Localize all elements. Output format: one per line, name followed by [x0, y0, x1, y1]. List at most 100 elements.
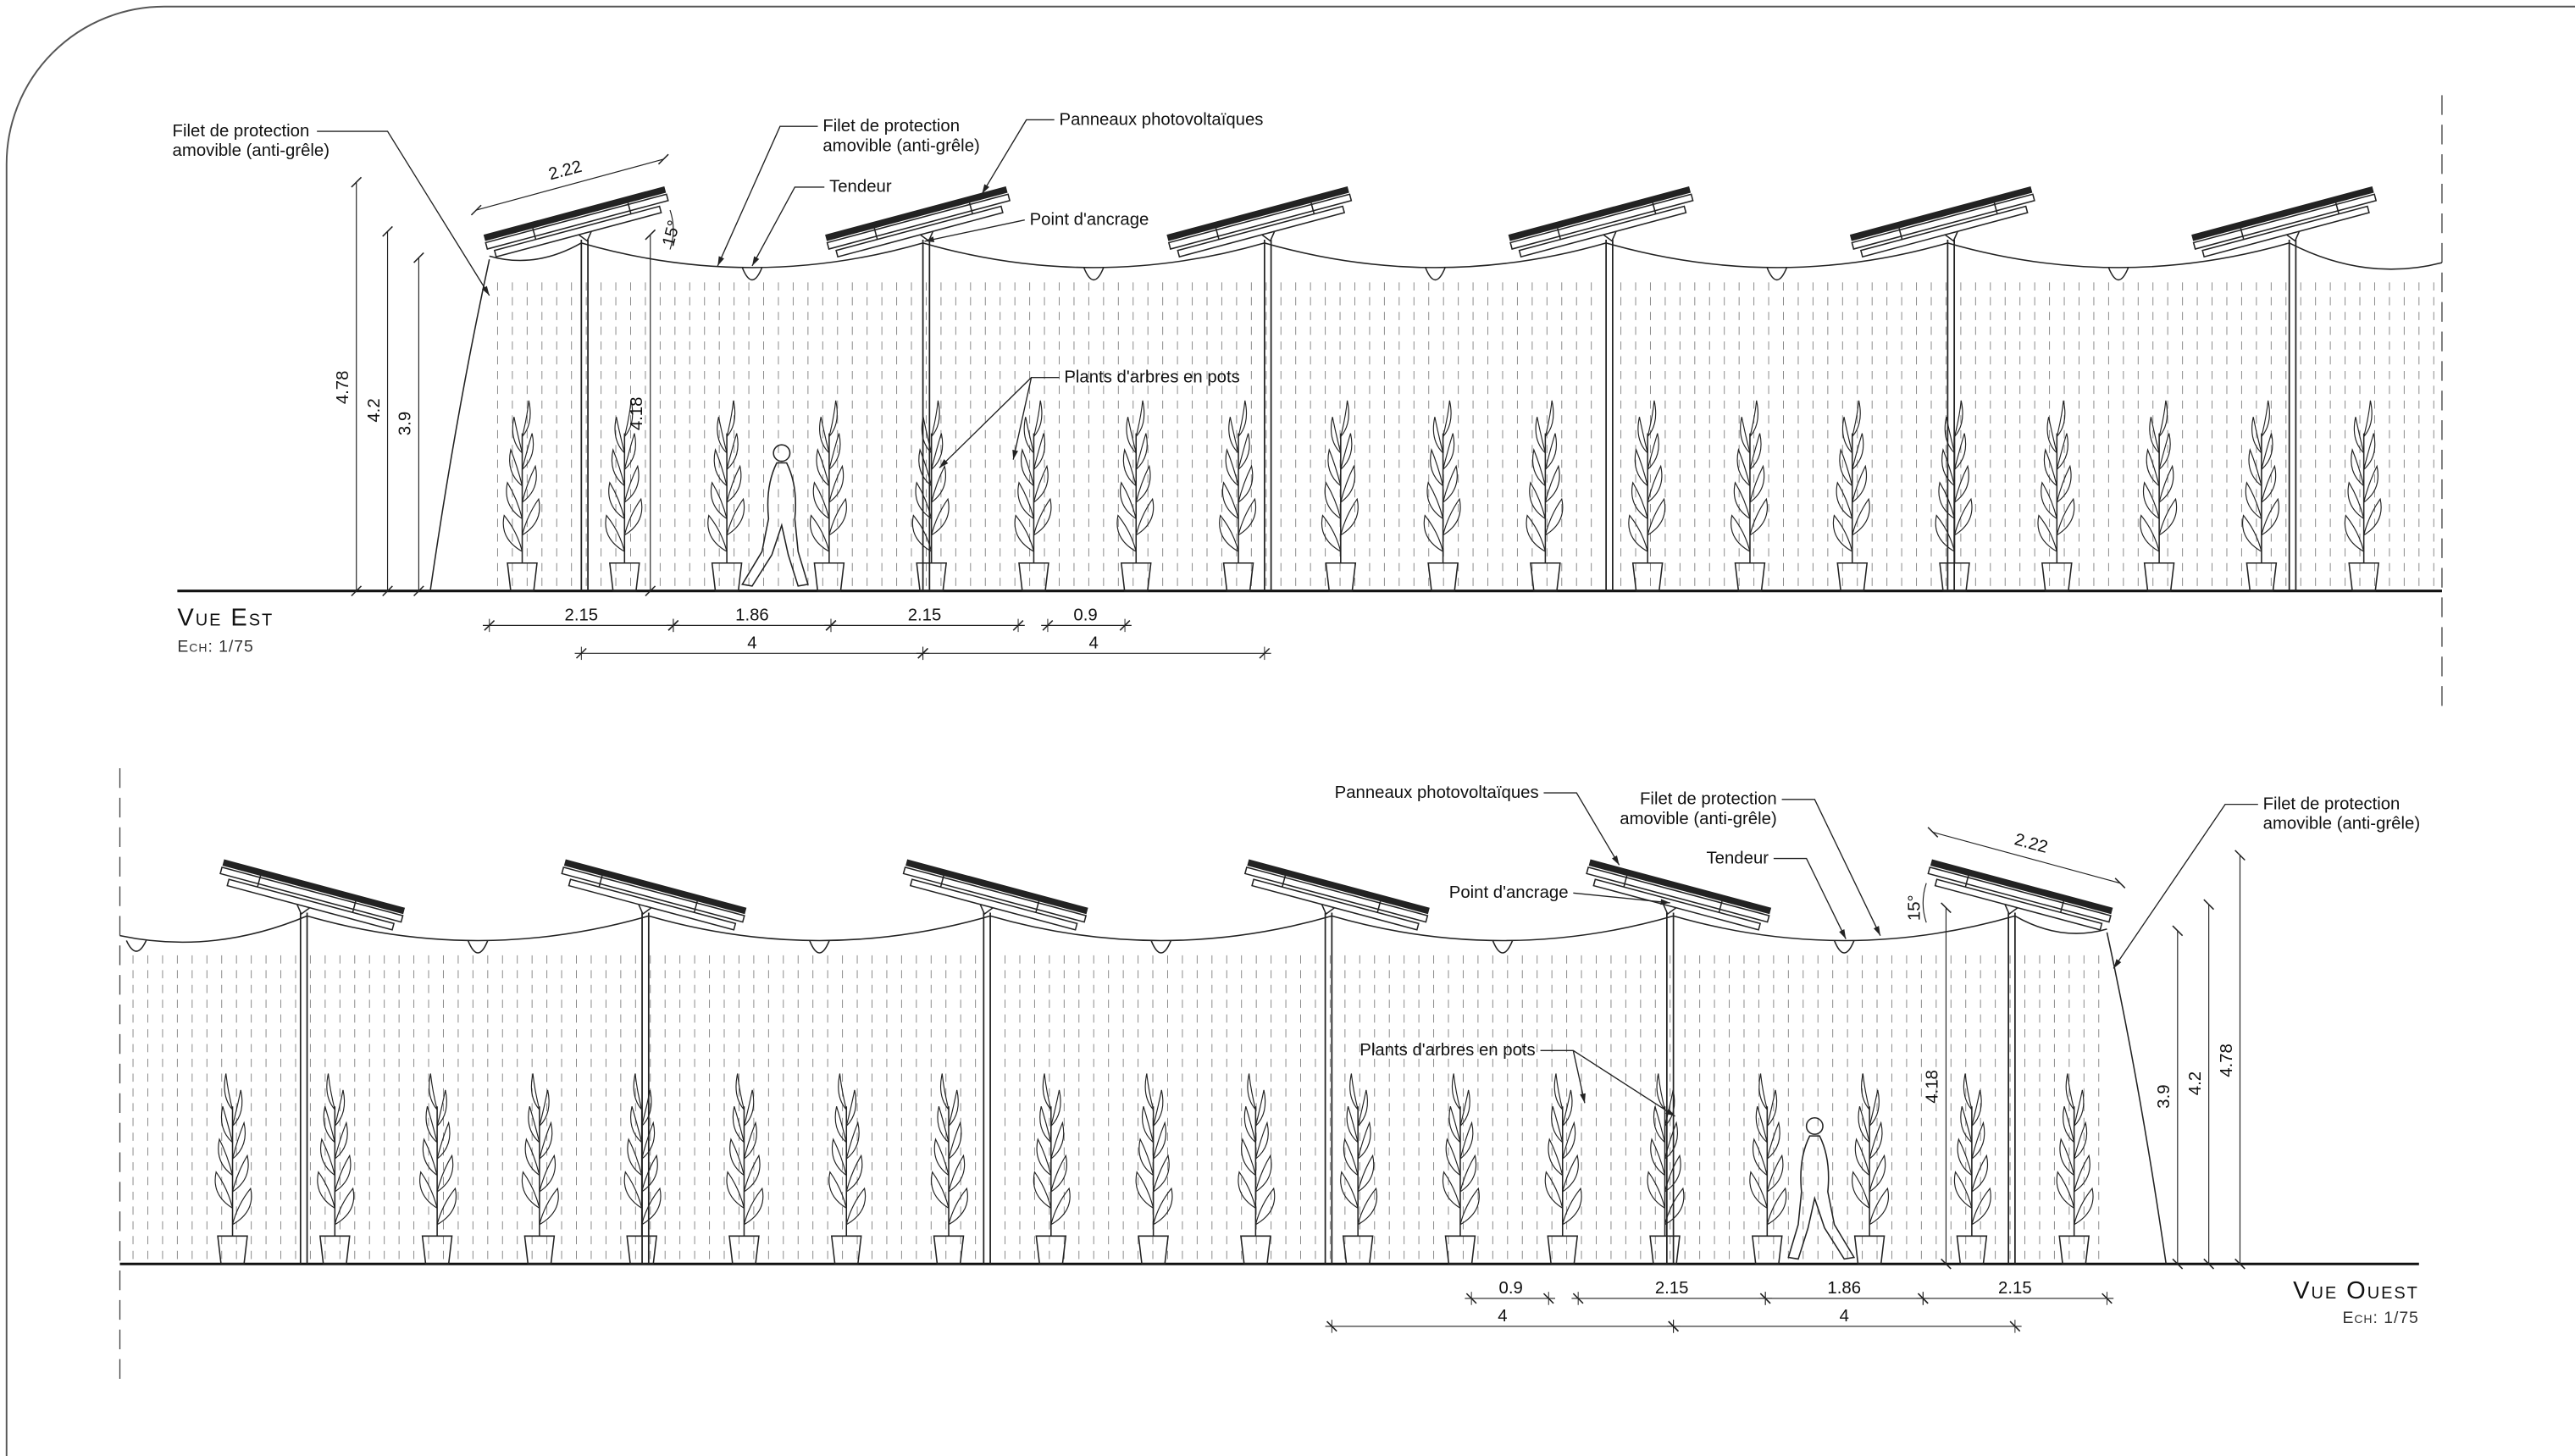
- dim-tick: [382, 585, 393, 597]
- plant-leaf: [1340, 400, 1349, 437]
- plant-leaf: [1971, 1089, 1982, 1127]
- plant-leaf: [1340, 497, 1359, 536]
- plant-pot: [507, 562, 538, 592]
- dim-line: [1932, 832, 2121, 884]
- plant-leaf: [1664, 1154, 1681, 1193]
- plant-leaf: [524, 1138, 540, 1176]
- dimension-label: 4.18: [628, 397, 646, 431]
- plant: [1443, 1073, 1480, 1265]
- panel-module: [1508, 185, 1692, 241]
- plant-leaf: [231, 1187, 252, 1226]
- plant: [726, 1073, 764, 1265]
- plant-leaf: [2363, 497, 2382, 536]
- plant-pot: [728, 1235, 760, 1265]
- plant-leaf: [1346, 1106, 1359, 1143]
- plant-leaf: [1544, 497, 1564, 536]
- plant-leaf: [1135, 464, 1151, 503]
- pv-panel: [1166, 185, 1353, 258]
- leader-line: [1543, 792, 1620, 866]
- dim-tick: [351, 585, 363, 597]
- plant-leaf: [1971, 1187, 1991, 1226]
- plant-leaf: [931, 1171, 950, 1209]
- plant-leaf: [1238, 433, 1250, 470]
- pv-panel: [825, 185, 1011, 258]
- plant: [502, 400, 540, 592]
- panel-frame: [561, 866, 745, 923]
- pv-panel: [1849, 185, 2035, 258]
- plant-leaf: [948, 1187, 968, 1226]
- leader-arrow: [1580, 1093, 1586, 1104]
- plant-pot: [1325, 562, 1357, 592]
- leader-line: [981, 119, 1055, 195]
- plant-leaf: [1653, 1106, 1666, 1143]
- plant-leaf: [1443, 464, 1458, 503]
- plant-leaf: [1647, 400, 1657, 437]
- person-body: [741, 462, 809, 587]
- plant-leaf: [2261, 433, 2273, 470]
- plant-leaf: [1144, 1073, 1155, 1110]
- dim-tick: [2172, 1258, 2184, 1270]
- plant-leaf: [2351, 448, 2365, 487]
- plant-pot: [1342, 1235, 1374, 1265]
- leader-arrow: [1612, 855, 1620, 866]
- leader-arrow: [717, 256, 724, 266]
- annotation-line: Tendeur: [1707, 849, 1769, 867]
- plant-leaf: [429, 1073, 438, 1110]
- plant-leaf: [816, 448, 830, 487]
- net-edge: [429, 259, 490, 591]
- plant-leaf: [1340, 433, 1353, 470]
- plant-leaf: [845, 1187, 867, 1226]
- plant: [521, 1073, 559, 1265]
- plant-leaf: [1753, 1138, 1768, 1176]
- plant-pot: [1035, 1235, 1067, 1265]
- plant-leaf: [1749, 1171, 1768, 1209]
- panel-module: [563, 859, 747, 915]
- dimension-label: 4.18: [1924, 1070, 1942, 1104]
- plant-pot: [1120, 562, 1152, 592]
- panel-bracket: [1993, 202, 1998, 214]
- plant-leaf: [1225, 448, 1239, 487]
- plant-leaf: [1017, 481, 1035, 519]
- plant-leaf: [1033, 497, 1052, 536]
- plant-leaf: [623, 433, 636, 470]
- panel-module: [825, 185, 1008, 241]
- dim-tick: [413, 252, 424, 263]
- dimension-label: 2.15: [1998, 1279, 2032, 1298]
- panel-bracket: [968, 202, 973, 214]
- plant-leaf: [1749, 400, 1758, 437]
- pv-panel: [1508, 185, 1694, 258]
- dim-tick: [2234, 1258, 2246, 1270]
- plant-leaf: [1135, 497, 1155, 536]
- panel-bracket: [939, 875, 944, 888]
- panel-bracket: [352, 900, 357, 913]
- plant-leaf: [218, 1138, 234, 1176]
- pv-panel: [902, 859, 1088, 931]
- plant-leaf: [819, 417, 830, 454]
- dimension-label: 4.78: [334, 371, 352, 405]
- plant-leaf: [326, 1073, 335, 1110]
- plant-leaf: [2158, 433, 2171, 470]
- plant-leaf: [2140, 514, 2160, 552]
- plant-leaf: [1736, 448, 1751, 487]
- plant-leaf: [2242, 514, 2262, 552]
- panel-bracket: [1623, 875, 1628, 888]
- plant-leaf: [1243, 1106, 1256, 1143]
- plant-leaf: [828, 433, 841, 470]
- plant: [707, 400, 745, 592]
- plant-leaf: [931, 400, 940, 437]
- plant-leaf: [1656, 1073, 1666, 1110]
- plant-leaf: [1050, 1154, 1067, 1193]
- plant-leaf: [641, 1187, 662, 1226]
- plant-leaf: [1749, 433, 1762, 470]
- plant-leaf: [2149, 417, 2160, 454]
- panel-frame: [1851, 193, 2035, 250]
- dimension-label: 15°: [1905, 894, 1924, 921]
- panel-pivot: [2004, 904, 2018, 916]
- plant-leaf: [726, 1171, 745, 1209]
- plant-leaf: [528, 1106, 540, 1143]
- plant-leaf: [623, 400, 634, 437]
- plant-leaf: [1448, 1106, 1461, 1143]
- dimension-label: 4: [747, 634, 756, 653]
- dimension-label: 4.2: [2186, 1071, 2205, 1095]
- tensioner: [1766, 267, 1788, 281]
